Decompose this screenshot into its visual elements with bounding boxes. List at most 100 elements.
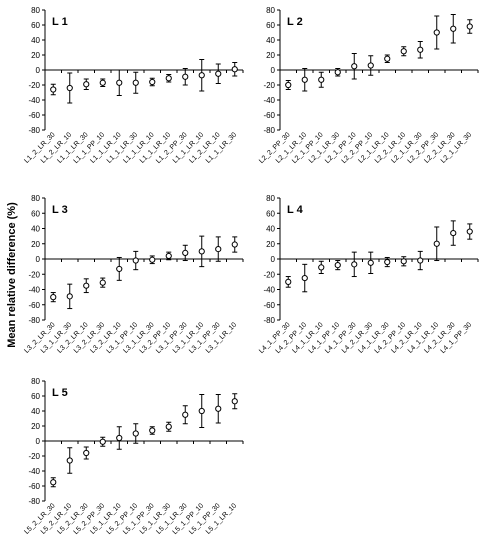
data-point	[165, 75, 172, 82]
data-point	[50, 479, 57, 486]
data-point	[83, 81, 90, 88]
y-tick-label: 20	[31, 422, 40, 431]
data-point	[99, 79, 106, 86]
y-tick-label: 60	[31, 209, 40, 218]
data-point	[367, 259, 374, 266]
data-point	[466, 23, 473, 30]
y-tick-label: 40	[31, 36, 40, 45]
y-tick-label: -80	[28, 497, 40, 506]
data-point	[83, 282, 90, 289]
data-point	[165, 252, 172, 260]
y-tick-label: -40	[28, 467, 40, 476]
data-point	[450, 229, 457, 237]
y-tick-label: -60	[28, 111, 40, 120]
data-point	[301, 76, 308, 83]
data-point	[198, 248, 205, 255]
data-point	[400, 48, 407, 55]
data-point	[417, 257, 424, 264]
data-point	[433, 29, 440, 36]
data-point	[99, 438, 106, 445]
data-point	[50, 294, 57, 301]
data-point	[198, 72, 205, 79]
panel-label: L 5	[52, 387, 68, 399]
y-tick-label: 40	[266, 36, 275, 45]
panel-label: L 3	[52, 204, 68, 216]
data-point	[318, 264, 325, 271]
y-tick-label: 0	[271, 66, 276, 75]
data-point	[182, 249, 189, 256]
data-point	[116, 434, 123, 442]
data-point	[231, 241, 238, 248]
y-tick-label: -40	[263, 286, 275, 295]
y-tick-label: -80	[28, 316, 40, 325]
data-point	[165, 423, 172, 430]
y-tick-label: -20	[263, 81, 275, 90]
data-point	[367, 62, 374, 69]
data-point	[198, 407, 205, 415]
data-point	[334, 69, 341, 76]
y-tick-label: -20	[263, 270, 275, 279]
y-tick-label: 40	[31, 225, 40, 234]
data-point	[301, 274, 308, 282]
y-tick-label: 20	[266, 51, 275, 60]
data-point	[384, 258, 391, 266]
data-point	[231, 66, 238, 73]
data-point	[182, 73, 189, 80]
y-tick-label: 40	[266, 225, 275, 234]
data-point	[149, 78, 156, 86]
y-tick-label: 20	[31, 240, 40, 249]
data-point	[66, 293, 73, 300]
y-tick-label: 80	[266, 194, 275, 203]
data-point	[132, 79, 139, 86]
data-point	[50, 86, 57, 93]
y-tick-label: 60	[31, 21, 40, 30]
y-tick-label: -80	[263, 316, 275, 325]
y-tick-label: -60	[28, 482, 40, 491]
data-point	[400, 258, 407, 265]
data-point	[66, 84, 73, 92]
panel-label: L 2	[287, 16, 303, 28]
data-point	[132, 257, 139, 264]
data-point	[215, 245, 222, 253]
y-tick-label: -60	[263, 111, 275, 120]
data-point	[132, 430, 139, 437]
y-tick-label: 0	[36, 66, 41, 75]
data-point	[334, 262, 341, 269]
y-tick-label: -80	[28, 126, 40, 135]
data-point	[351, 261, 358, 268]
data-point	[116, 265, 123, 273]
data-point	[318, 76, 325, 83]
y-tick-label: 80	[31, 6, 40, 15]
data-point	[182, 411, 189, 418]
y-tick-label: 0	[271, 255, 276, 264]
data-point	[466, 228, 473, 235]
y-tick-label: 80	[31, 194, 40, 203]
y-tick-label: 60	[266, 209, 275, 218]
y-tick-label: 60	[266, 21, 275, 30]
data-point	[231, 398, 238, 405]
panel-label: L 1	[52, 16, 68, 28]
y-tick-label: 0	[36, 255, 41, 264]
y-tick-label: -40	[263, 96, 275, 105]
y-tick-label: 20	[266, 240, 275, 249]
y-tick-label: 40	[31, 407, 40, 416]
y-tick-label: -40	[28, 286, 40, 295]
y-tick-label: 0	[36, 437, 41, 446]
y-tick-label: -40	[28, 96, 40, 105]
data-point	[99, 279, 106, 286]
figure-ylabel: Mean relative difference (%)	[6, 202, 18, 348]
data-point	[149, 427, 156, 434]
data-point	[384, 55, 391, 62]
data-point	[215, 405, 222, 412]
y-tick-label: -20	[28, 270, 40, 279]
y-tick-label: -20	[28, 452, 40, 461]
y-tick-label: -60	[28, 301, 40, 310]
y-tick-label: 80	[266, 6, 275, 15]
data-point	[351, 63, 358, 70]
